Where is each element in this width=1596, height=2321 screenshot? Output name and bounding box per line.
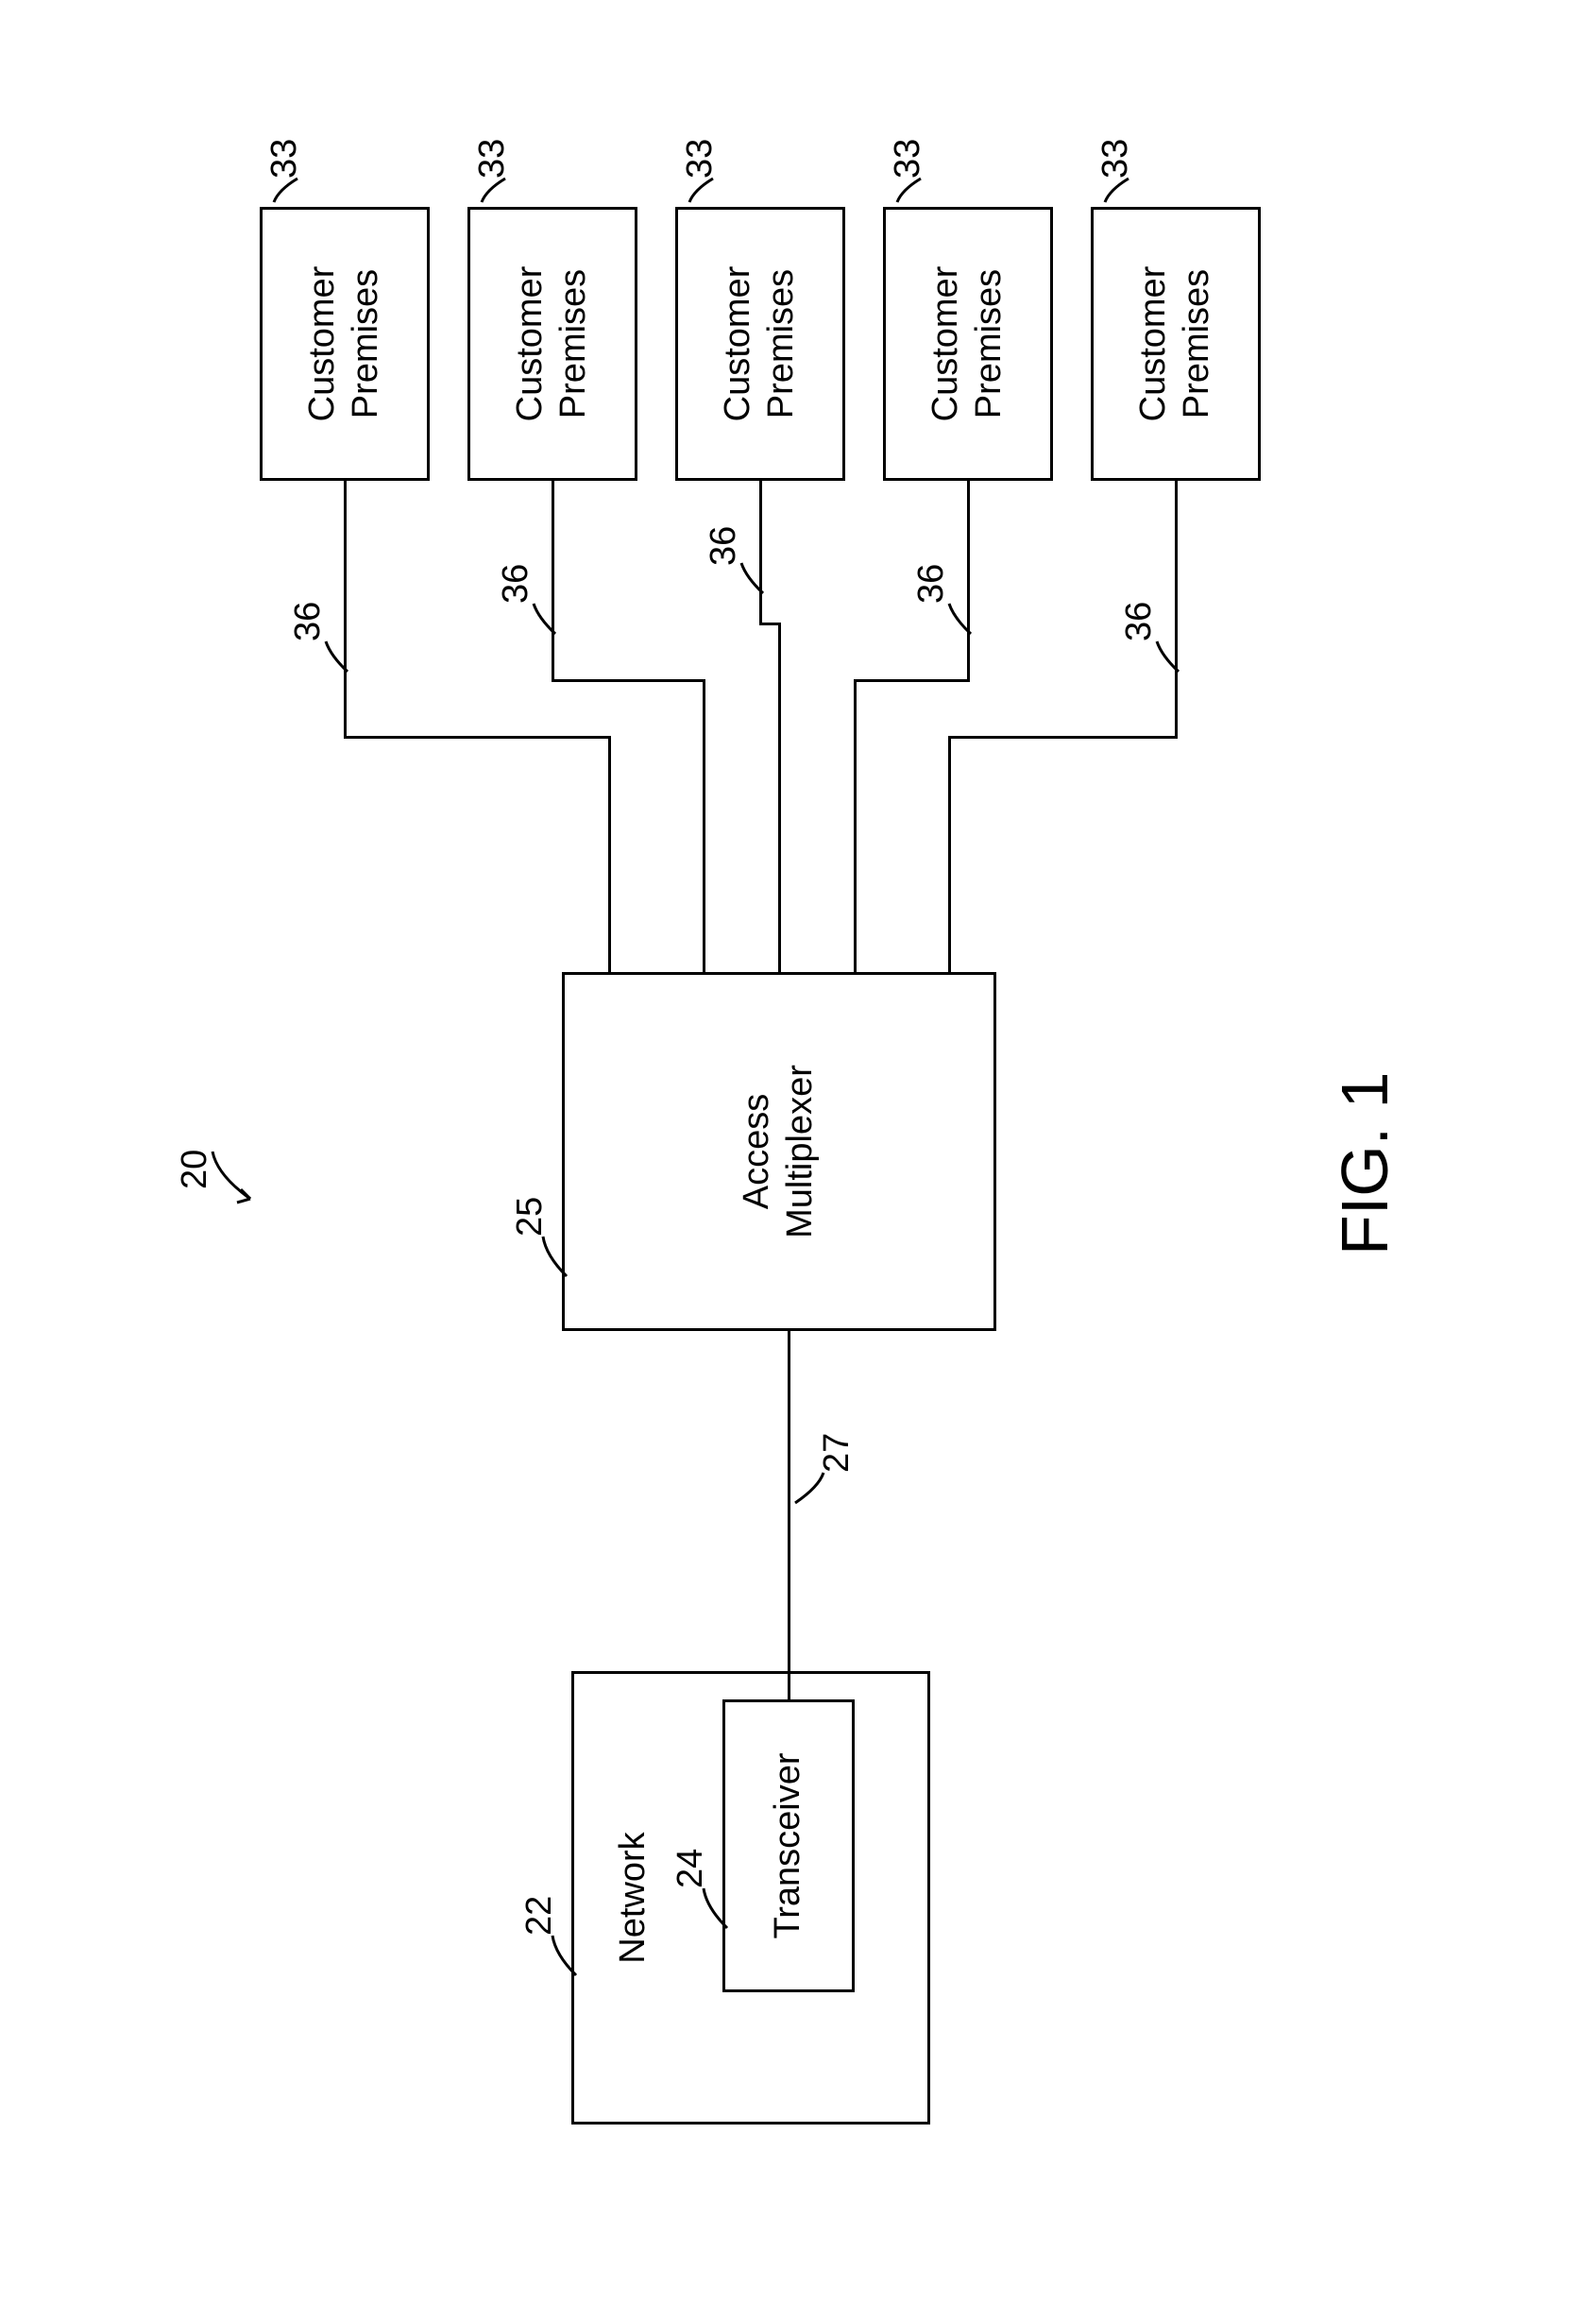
mux-cp-line xyxy=(967,479,970,682)
line-36-leader xyxy=(944,594,977,641)
mux-cp-line xyxy=(854,679,857,972)
cp-ref-leader xyxy=(1100,169,1138,207)
transceiver-box: Transceiver xyxy=(722,1699,855,1992)
diagram-container: 20 Network 22 Transceiver 24 27 Access M… xyxy=(137,122,1459,2200)
cp-ref-leader xyxy=(892,169,930,207)
mux-cp-line xyxy=(778,623,781,972)
mux-cp-line xyxy=(552,679,705,682)
cp-ref-leader xyxy=(685,169,722,207)
cp-label1: Customer xyxy=(301,265,345,421)
cp-label2: Premises xyxy=(552,268,596,418)
customer-premises-box: Customer Premises xyxy=(883,207,1053,481)
mux-cp-line xyxy=(948,736,1178,739)
cp-label1: Customer xyxy=(925,265,968,421)
network-ref-leader xyxy=(548,1926,586,1983)
customer-premises-box: Customer Premises xyxy=(675,207,845,481)
customer-premises-box: Customer Premises xyxy=(1091,207,1261,481)
cp-label2: Premises xyxy=(1176,268,1219,418)
mux-cp-line xyxy=(948,736,951,972)
line-36-leader xyxy=(321,632,354,679)
access-mux-box: Access Multiplexer xyxy=(562,972,996,1331)
cp-ref-leader xyxy=(477,169,515,207)
customer-premises-box: Customer Premises xyxy=(467,207,637,481)
cp-label2: Premises xyxy=(968,268,1011,418)
transceiver-internal-line xyxy=(788,1671,790,1699)
access-mux-label1: Access xyxy=(736,1093,779,1208)
access-mux-ref-leader xyxy=(538,1227,576,1284)
cp-label1: Customer xyxy=(717,265,760,421)
mux-cp-line xyxy=(759,623,781,625)
access-mux-label2: Multiplexer xyxy=(779,1065,823,1238)
mux-cp-line xyxy=(344,479,347,739)
line-36-leader xyxy=(737,554,770,601)
transceiver-label: Transceiver xyxy=(767,1752,810,1938)
mux-cp-line xyxy=(759,479,762,625)
system-ref-leader xyxy=(203,1133,260,1208)
line-36-leader xyxy=(529,594,562,641)
mux-cp-line xyxy=(854,679,970,682)
cp-label2: Premises xyxy=(760,268,804,418)
mux-cp-line xyxy=(703,679,705,972)
mux-cp-line xyxy=(1175,479,1178,739)
transceiver-ref-leader xyxy=(699,1879,737,1936)
network-label: Network xyxy=(612,1674,655,2122)
cp-label1: Customer xyxy=(509,265,552,421)
mux-cp-line xyxy=(608,736,611,972)
line-36-leader xyxy=(1152,632,1185,679)
mux-cp-line xyxy=(552,479,554,682)
cp-label2: Premises xyxy=(345,268,388,418)
customer-premises-box: Customer Premises xyxy=(260,207,430,481)
cp-label1: Customer xyxy=(1132,265,1176,421)
mux-cp-line xyxy=(344,736,611,739)
cp-ref-leader xyxy=(269,169,307,207)
figure-title: FIG. 1 xyxy=(1327,1071,1402,1254)
line-27-leader xyxy=(790,1463,828,1510)
